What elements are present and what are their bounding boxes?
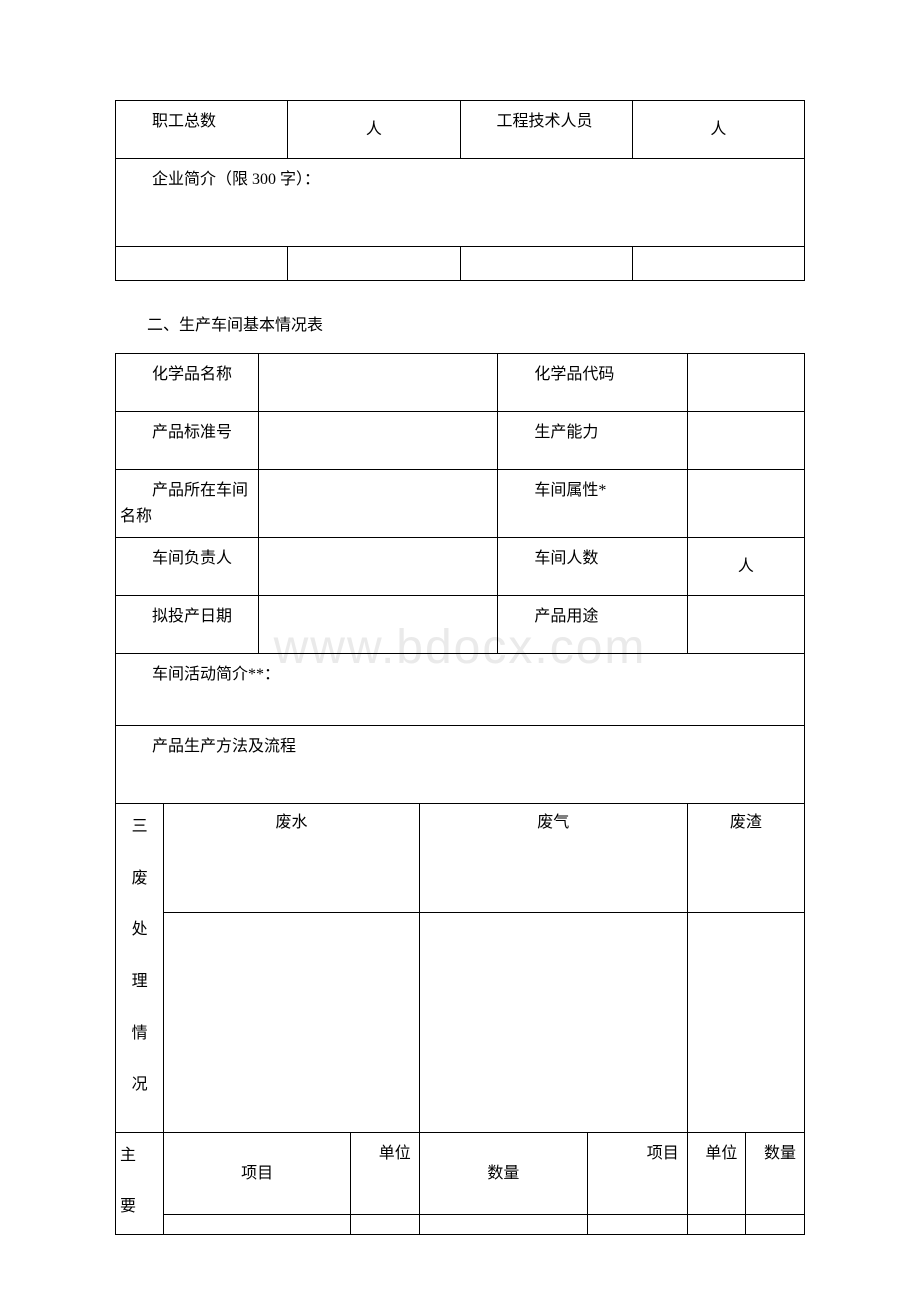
label-wastewater: 废水 <box>164 804 420 913</box>
header-item-1: 项目 <box>164 1132 351 1214</box>
label-production-capacity: 生产能力 <box>498 412 687 470</box>
header-unit-1: 单位 <box>350 1132 419 1214</box>
header-qty-2: 数量 <box>746 1132 805 1214</box>
value-chemical-code <box>687 354 804 412</box>
label-chemical-code: 化学品代码 <box>498 354 687 412</box>
workshop-table: 化学品名称 化学品代码 产品标准号 生产能力 产品所在车间名称 车间属性* 车间… <box>115 353 805 1235</box>
value-workshop-name <box>258 470 498 538</box>
value-workshop-attr <box>687 470 804 538</box>
value-total-employees: 人 <box>288 101 460 159</box>
empty-cell <box>288 247 460 281</box>
waste-vertical-label: 三废处理情况 <box>116 804 164 1133</box>
label-workshop-attr: 车间属性* <box>498 470 687 538</box>
header-qty-1: 数量 <box>419 1132 587 1214</box>
workshop-activity-intro: 车间活动简介**： <box>116 654 805 726</box>
section-2-title: 二、生产车间基本情况表 <box>115 311 805 335</box>
label-workshop-name: 产品所在车间名称 <box>116 470 259 538</box>
company-intro-cell: 企业简介（限 300 字）： <box>116 159 805 247</box>
header-unit-2: 单位 <box>687 1132 746 1214</box>
label-production-date: 拟投产日期 <box>116 596 259 654</box>
param-unit-2 <box>687 1214 746 1234</box>
label-product-use: 产品用途 <box>498 596 687 654</box>
param-qty-1 <box>419 1214 587 1234</box>
param-unit-1 <box>350 1214 419 1234</box>
value-product-use <box>687 596 804 654</box>
empty-cell <box>632 247 804 281</box>
value-production-capacity <box>687 412 804 470</box>
param-item-1 <box>164 1214 351 1234</box>
production-method-flow: 产品生产方法及流程 <box>116 726 805 804</box>
param-qty-2 <box>746 1214 805 1234</box>
label-chemical-name: 化学品名称 <box>116 354 259 412</box>
value-wastegas <box>419 912 687 1132</box>
label-tech-staff: 工程技术人员 <box>460 101 632 159</box>
value-tech-staff: 人 <box>632 101 804 159</box>
value-product-standard <box>258 412 498 470</box>
value-residue <box>687 912 804 1132</box>
header-item-2: 项目 <box>587 1132 687 1214</box>
empty-cell <box>116 247 288 281</box>
label-product-standard: 产品标准号 <box>116 412 259 470</box>
label-residue: 废渣 <box>687 804 804 913</box>
label-workshop-people: 车间人数 <box>498 538 687 596</box>
param-item-2 <box>587 1214 687 1234</box>
empty-cell <box>460 247 632 281</box>
value-workshop-people: 人 <box>687 538 804 596</box>
value-chemical-name <box>258 354 498 412</box>
value-wastewater <box>164 912 420 1132</box>
value-workshop-manager <box>258 538 498 596</box>
label-workshop-manager: 车间负责人 <box>116 538 259 596</box>
label-total-employees: 职工总数 <box>116 101 288 159</box>
value-production-date <box>258 596 498 654</box>
label-wastegas: 废气 <box>419 804 687 913</box>
employee-table: 职工总数 人 工程技术人员 人 企业简介（限 300 字）： <box>115 100 805 281</box>
main-params-vertical-label: 主要 <box>116 1132 164 1234</box>
